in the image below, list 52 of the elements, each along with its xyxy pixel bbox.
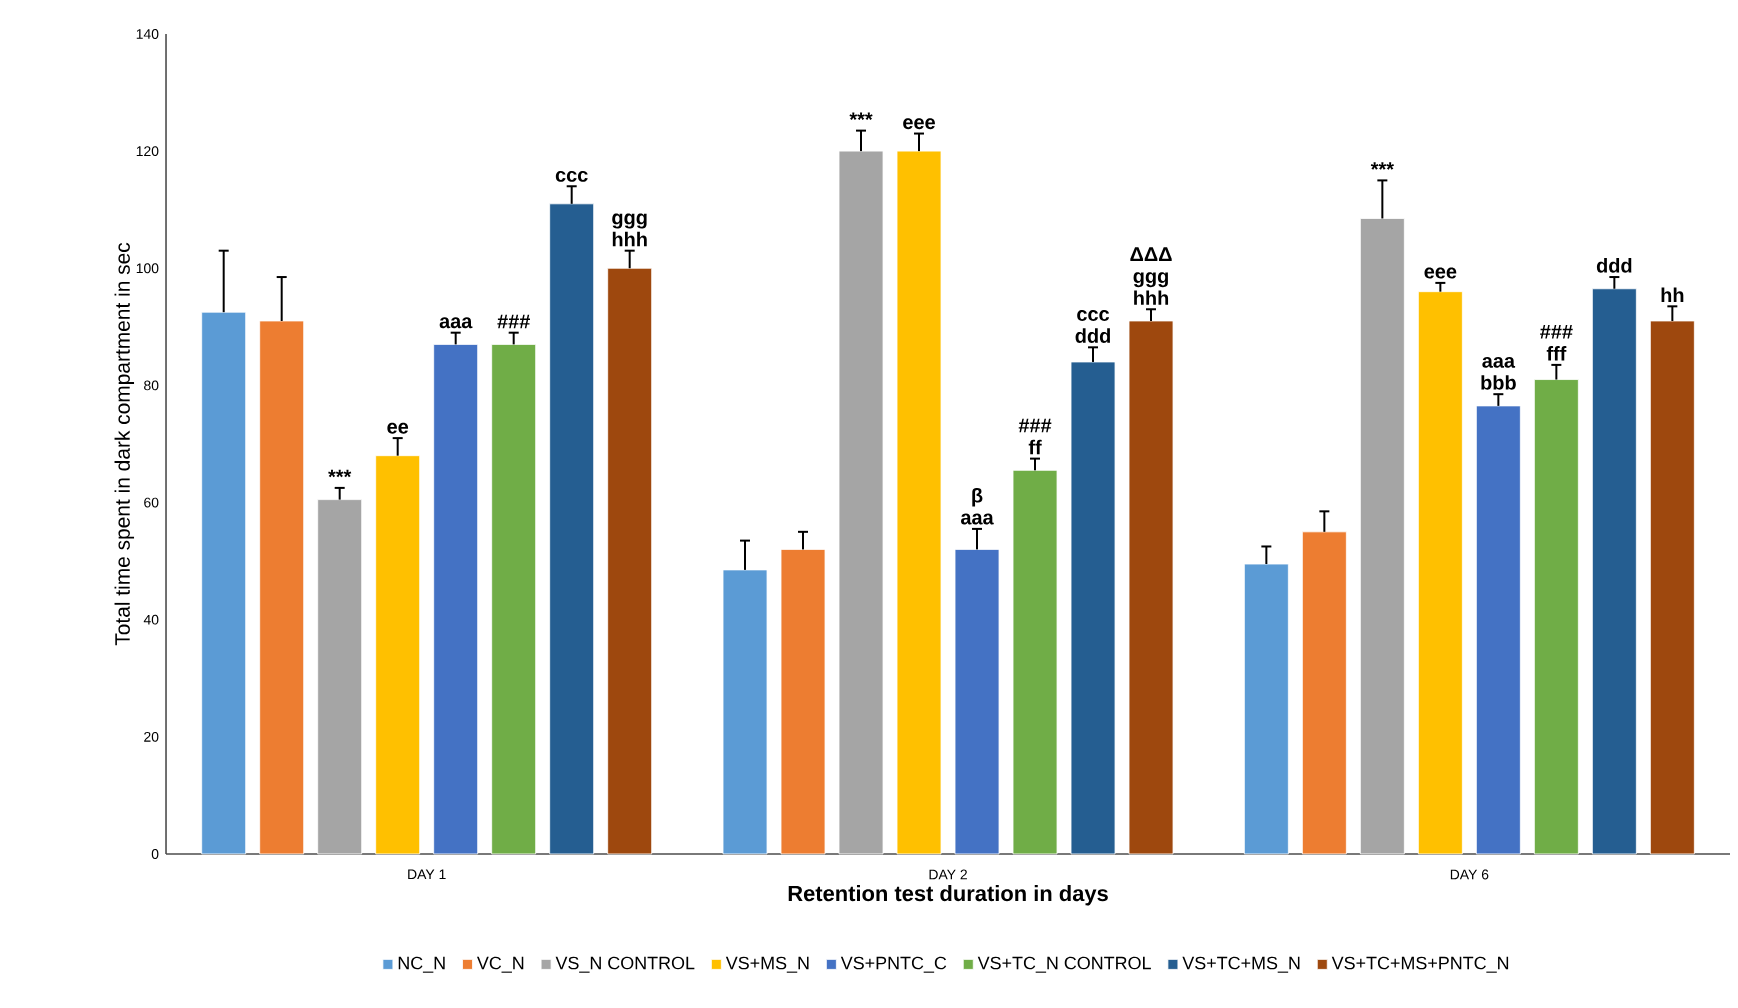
legend-label: VS+MS_N (725, 956, 809, 973)
bar (201, 311, 247, 855)
bar (1128, 320, 1174, 855)
bar (838, 150, 884, 855)
data-label: ccc ddd (1075, 310, 1110, 343)
bar (780, 549, 826, 855)
bar (1070, 361, 1116, 855)
bar (1533, 379, 1579, 855)
data-label: ΔΔΔ ggg hhh (1130, 247, 1172, 305)
data-label: ccc (555, 170, 588, 182)
bar (375, 455, 421, 855)
y-axis-title: Total time spent in dark compartment in sec (114, 242, 135, 646)
legend-label: VS_N CONTROL (555, 956, 695, 973)
bar (1012, 469, 1058, 855)
bar (722, 569, 768, 855)
data-label: ### (497, 314, 530, 329)
legend-label: VC_N (476, 956, 524, 973)
data-label: ddd (1596, 258, 1632, 273)
bar (433, 344, 479, 855)
data-label: *** (328, 469, 352, 478)
bar (1417, 291, 1463, 855)
bar (491, 344, 537, 855)
data-label: ggg hhh (612, 213, 647, 247)
legend-label: VS+TC_N CONTROL (977, 956, 1151, 973)
legend-label: VS+TC+MS_N (1182, 956, 1300, 973)
data-label: aaa bbb (1481, 356, 1516, 390)
bar (1475, 405, 1521, 855)
bar (1301, 531, 1347, 855)
bar (1649, 320, 1695, 855)
bar (1243, 563, 1289, 855)
bar (1591, 288, 1637, 855)
legend-label: VS+TC+MS+PNTC_N (1331, 956, 1509, 973)
data-label: aaa (439, 317, 473, 329)
legend-label: VS+PNTC_C (840, 956, 947, 973)
bar (607, 267, 653, 855)
data-label: β aaa (960, 487, 994, 525)
bar (896, 150, 942, 855)
data-label: ee (387, 422, 409, 434)
bar (954, 549, 1000, 855)
bar (259, 320, 305, 855)
data-label: *** (1370, 162, 1394, 170)
data-label: eee (903, 118, 935, 130)
x-axis-title: Retention test duration in days (788, 885, 1108, 906)
data-label: hh (1661, 287, 1684, 302)
data-label: ### ff (1018, 418, 1052, 455)
bar (1359, 218, 1405, 855)
bar (549, 203, 595, 855)
data-label: eee (1424, 267, 1457, 279)
data-label: *** (849, 112, 873, 120)
bar (317, 499, 363, 855)
data-label: ### fff (1540, 324, 1573, 361)
legend-label: NC_N (398, 956, 445, 973)
